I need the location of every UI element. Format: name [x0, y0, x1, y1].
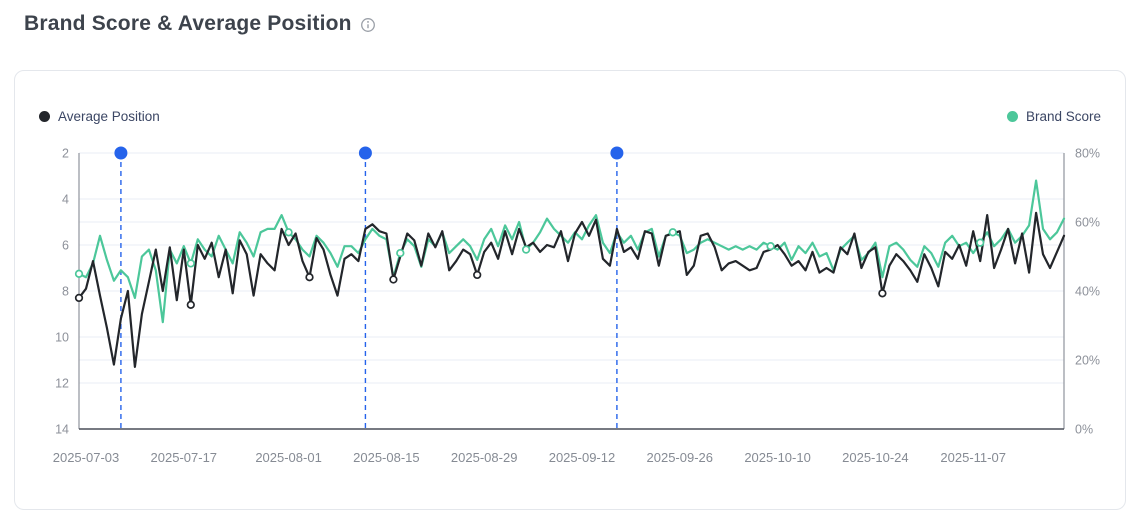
data-point-marker[interactable] — [186, 300, 195, 309]
page-title: Brand Score & Average Position — [24, 12, 352, 35]
left-axis-tick-label: 12 — [55, 377, 69, 391]
x-axis-tick-label: 2025-10-10 — [744, 450, 811, 465]
event-dot[interactable] — [114, 146, 128, 160]
series-line-average-position[interactable] — [77, 211, 1066, 368]
data-point-marker[interactable] — [473, 270, 482, 280]
x-axis-tick-label: 2025-09-26 — [647, 450, 714, 465]
x-axis-tick-label: 2025-10-24 — [842, 450, 909, 465]
data-point-marker[interactable] — [74, 269, 84, 278]
event-dot[interactable] — [610, 146, 624, 160]
x-axis-tick-label: 2025-08-29 — [451, 450, 518, 465]
legend-label-average-position: Average Position — [58, 109, 160, 124]
legend-dot-brand-score — [1006, 111, 1018, 122]
x-axis-tick-label: 2025-08-01 — [255, 450, 322, 465]
data-point-marker[interactable] — [284, 228, 293, 237]
data-point-marker[interactable] — [396, 248, 405, 258]
data-point-marker[interactable] — [766, 242, 775, 251]
x-axis-tick-label: 2025-11-07 — [940, 450, 1006, 465]
left-axis-tick-label: 6 — [62, 239, 69, 253]
left-axis-tick-label: 14 — [55, 423, 69, 437]
right-axis-tick-label: 60% — [1075, 216, 1100, 230]
right-axis-tick-label: 80% — [1075, 147, 1100, 161]
page-header: Brand Score & Average Position — [24, 12, 376, 36]
legend-item-brand-score[interactable]: Brand Score — [1006, 109, 1101, 124]
right-axis-tick-label: 20% — [1075, 354, 1100, 368]
legend-item-average-position[interactable]: Average Position — [39, 109, 160, 124]
series-line-brand-score[interactable] — [77, 179, 1066, 324]
data-point-marker[interactable] — [186, 259, 195, 268]
legend-dot-average-position — [39, 111, 50, 122]
data-point-marker[interactable] — [74, 293, 84, 303]
data-point-marker[interactable] — [668, 228, 677, 237]
left-axis-tick-label: 8 — [62, 285, 69, 299]
x-axis-tick-label: 2025-07-03 — [53, 450, 120, 465]
legend-label-brand-score: Brand Score — [1025, 109, 1101, 124]
left-axis-tick-label: 10 — [55, 331, 69, 345]
x-axis-tick-label: 2025-09-12 — [549, 450, 616, 465]
x-axis-tick-label: 2025-07-17 — [151, 450, 218, 465]
data-point-marker[interactable] — [305, 273, 314, 282]
info-icon[interactable] — [360, 17, 376, 33]
right-axis-tick-label: 40% — [1075, 285, 1100, 299]
chart-card: Average Position Brand Score 2 4 6 8 10 12 14 0… — [14, 70, 1126, 510]
dual-axis-line-chart[interactable]: 2 4 6 8 10 12 14 0% 20% 40% 60% 80% 2025-07-03 2025-0… — [15, 71, 1127, 511]
data-point-marker[interactable] — [389, 275, 398, 284]
data-point-marker[interactable] — [878, 289, 887, 298]
data-point-marker[interactable] — [976, 238, 985, 247]
x-axis-tick-label: 2025-08-15 — [353, 450, 420, 465]
left-axis-tick-label: 2 — [62, 147, 69, 161]
chart-legend: Average Position Brand Score — [39, 109, 1101, 124]
right-axis-tick-label: 0% — [1075, 423, 1093, 437]
data-point-marker[interactable] — [521, 245, 531, 254]
event-dot[interactable] — [358, 146, 372, 160]
left-axis-tick-label: 4 — [62, 193, 69, 207]
